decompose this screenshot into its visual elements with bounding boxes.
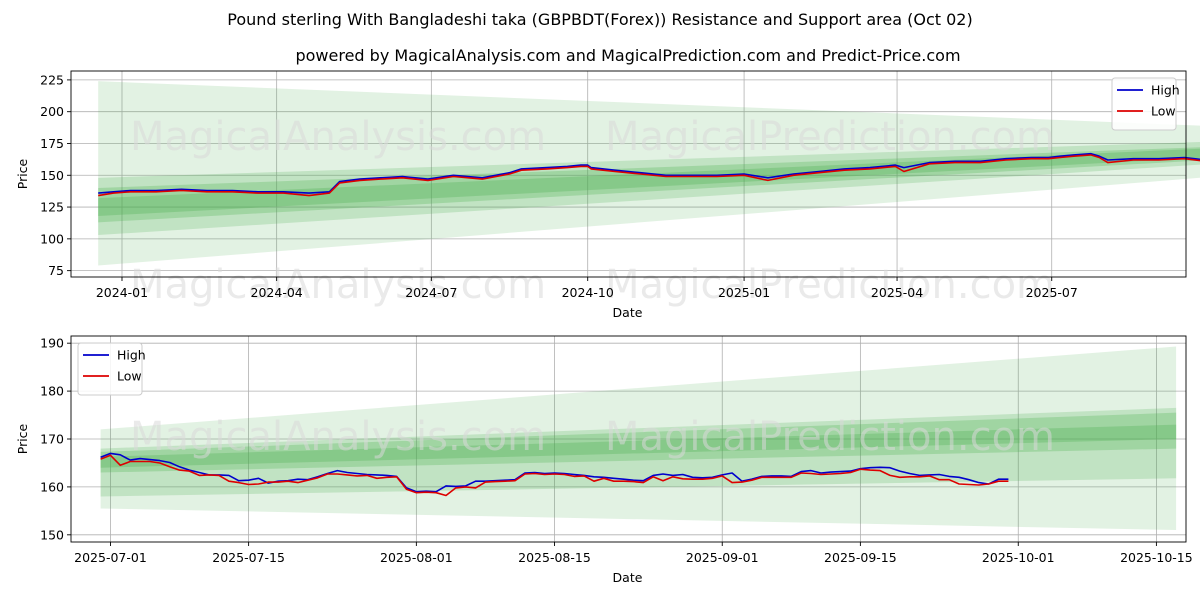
y-tick-label: 225 [40, 72, 64, 87]
x-tick-label: 2025-08-01 [380, 550, 453, 565]
series-line-low [98, 154, 1200, 197]
y-tick-label: 180 [40, 384, 64, 399]
series-line-high [98, 152, 1200, 194]
y-axis-label: Price [15, 423, 30, 454]
y-tick-label: 190 [40, 336, 64, 351]
legend-label-low: Low [1151, 104, 1176, 119]
y-tick-label: 200 [40, 104, 64, 119]
band-area-3 [100, 412, 1177, 473]
chart-subtitle: powered by MagicalAnalysis.com and Magic… [295, 46, 960, 65]
y-tick-label: 100 [40, 231, 64, 246]
watermark-text: MagicalPrediction.com [605, 262, 1055, 308]
watermark-text: MagicalPrediction.com [605, 414, 1055, 460]
x-tick-label: 2025-04 [871, 285, 923, 300]
y-tick-label: 170 [40, 432, 64, 447]
x-tick-label: 2025-08-15 [518, 550, 591, 565]
band-area-1 [100, 346, 1177, 531]
x-axis-label: Date [613, 570, 643, 585]
x-tick-label: 2024-04 [251, 285, 303, 300]
legend-label-low: Low [117, 369, 142, 384]
legend-box [1111, 77, 1177, 131]
chart-title: Pound sterling With Bangladeshi taka (GB… [227, 10, 972, 29]
x-tick-label: 2024-10 [562, 285, 614, 300]
series-line-low [100, 454, 1009, 497]
y-tick-label: 125 [40, 200, 64, 215]
x-tick-label: 2025-07-15 [212, 550, 285, 565]
y-axis-label: Price [15, 158, 30, 189]
x-axis-label: Date [613, 305, 643, 320]
y-tick-label: 160 [40, 479, 64, 494]
y-tick-label: 150 [40, 527, 64, 542]
watermark-text: MagicalAnalysis.com [130, 262, 546, 308]
watermark-text: MagicalAnalysis.com [130, 114, 546, 160]
x-tick-label: 2024-01 [96, 285, 148, 300]
legend-box [77, 342, 143, 396]
x-tick-label: 2025-01 [718, 285, 770, 300]
legend-label-high: High [1151, 83, 1180, 98]
x-tick-label: 2025-09-01 [686, 550, 759, 565]
legend: High Low [77, 342, 146, 396]
legend: High Low [1111, 77, 1180, 131]
x-tick-label: 2025-07 [1026, 285, 1078, 300]
watermark-text: MagicalAnalysis.com [130, 414, 546, 460]
panel-recent: MagicalAnalysis.com MagicalPrediction.com… [15, 335, 1193, 585]
band-area-4 [100, 424, 1177, 468]
legend-label-high: High [117, 348, 146, 363]
y-tick-label: 75 [48, 263, 64, 278]
y-tick-label: 175 [40, 136, 64, 151]
x-tick-label: 2025-09-15 [824, 550, 897, 565]
y-tick-label: 150 [40, 168, 64, 183]
x-tick-label: 2025-10-15 [1120, 550, 1193, 565]
panel-full-history: MagicalAnalysis.com MagicalPrediction.com… [15, 70, 1200, 320]
x-tick-label: 2025-07-01 [74, 550, 147, 565]
x-tick-label: 2024-07 [405, 285, 457, 300]
watermark-text: MagicalPrediction.com [605, 114, 1055, 160]
x-tick-label: 2025-10-01 [982, 550, 1055, 565]
plot-frame [70, 70, 1187, 278]
